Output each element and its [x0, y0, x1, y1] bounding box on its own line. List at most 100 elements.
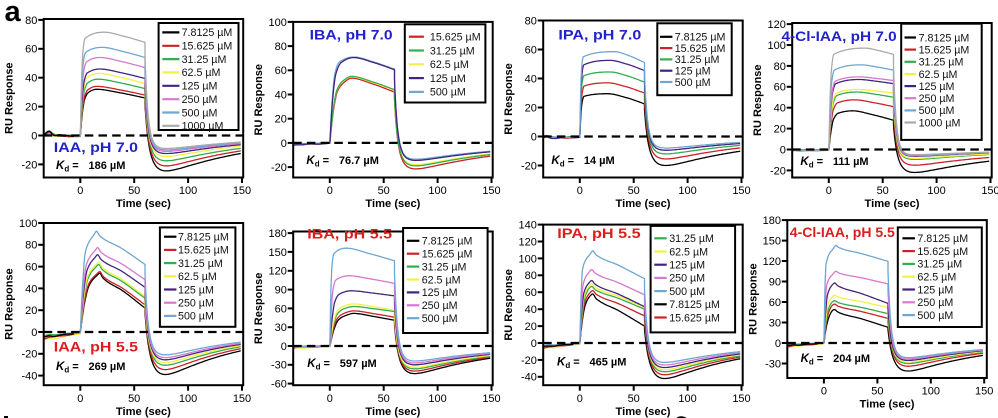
svg-text:-40: -40	[21, 371, 37, 383]
svg-text:IAA, pH 5.5: IAA, pH 5.5	[54, 339, 138, 355]
svg-text:20: 20	[275, 114, 287, 126]
svg-text:IPA, pH 5.5: IPA, pH 5.5	[557, 225, 641, 241]
svg-text:31.25 µM: 31.25 µM	[675, 54, 720, 66]
svg-text:62.5 µM: 62.5 µM	[182, 67, 221, 79]
svg-text:50: 50	[628, 393, 640, 405]
svg-text:50: 50	[128, 393, 140, 405]
svg-text:b: b	[2, 412, 20, 418]
svg-text:50: 50	[378, 185, 390, 197]
svg-text:62.5 µM: 62.5 µM	[178, 271, 217, 283]
svg-text:15.625 µM: 15.625 µM	[430, 32, 481, 44]
svg-text:125 µM: 125 µM	[182, 81, 218, 93]
svg-text:80: 80	[25, 240, 37, 252]
svg-text:150: 150	[763, 236, 781, 248]
svg-text:0: 0	[281, 138, 287, 150]
svg-text:60: 60	[25, 44, 37, 56]
svg-text:40: 40	[25, 73, 37, 85]
svg-text:90: 90	[769, 276, 781, 288]
svg-text:31.25 µM: 31.25 µM	[182, 54, 227, 66]
svg-text:IAA, pH 7.0: IAA, pH 7.0	[54, 139, 138, 155]
svg-text:31.25 µM: 31.25 µM	[919, 57, 964, 69]
svg-text:250 µM: 250 µM	[182, 94, 218, 106]
svg-text:500 µM: 500 µM	[917, 310, 953, 322]
svg-text:180: 180	[763, 215, 781, 227]
svg-text:60: 60	[525, 44, 537, 56]
svg-text:15.625 µM: 15.625 µM	[182, 41, 233, 53]
svg-text:80: 80	[275, 41, 287, 53]
svg-text:180: 180	[269, 228, 287, 240]
svg-text:IBA, pH 5.5: IBA, pH 5.5	[307, 226, 392, 242]
svg-text:0: 0	[780, 144, 786, 156]
svg-text:250 µM: 250 µM	[669, 273, 705, 285]
svg-text:0: 0	[327, 393, 333, 405]
svg-text:-20: -20	[521, 160, 537, 172]
svg-text:-40: -40	[521, 372, 537, 384]
svg-text:500 µM: 500 µM	[675, 77, 711, 89]
svg-text:62.5 µM: 62.5 µM	[430, 59, 469, 71]
svg-text:20: 20	[774, 124, 786, 136]
svg-text:62.5 µM: 62.5 µM	[669, 246, 708, 258]
svg-text:60: 60	[275, 65, 287, 77]
svg-text:40: 40	[525, 73, 537, 85]
svg-text:7.8125 µM: 7.8125 µM	[182, 27, 233, 39]
svg-text:0: 0	[826, 185, 832, 197]
svg-text:100: 100	[179, 393, 197, 405]
svg-text:120: 120	[519, 236, 537, 248]
svg-text:0: 0	[281, 341, 287, 353]
svg-text:100: 100	[519, 253, 537, 265]
svg-text:Kd=204 µM: Kd = 204 µM	[801, 353, 870, 367]
svg-text:100: 100	[678, 185, 696, 197]
svg-text:150: 150	[975, 386, 993, 398]
svg-text:100: 100	[179, 185, 197, 197]
svg-text:120: 120	[269, 266, 287, 278]
svg-text:125 µM: 125 µM	[430, 73, 466, 85]
svg-text:500 µM: 500 µM	[919, 105, 955, 117]
svg-text:-20: -20	[271, 162, 287, 174]
svg-text:250 µM: 250 µM	[422, 300, 458, 312]
svg-text:125 µM: 125 µM	[422, 287, 458, 299]
svg-text:15.625 µM: 15.625 µM	[917, 246, 968, 258]
svg-text:30: 30	[275, 322, 287, 334]
svg-text:40: 40	[525, 304, 537, 316]
svg-text:-30: -30	[765, 358, 781, 370]
svg-text:RU Response: RU Response	[253, 64, 265, 136]
svg-text:Time (sec): Time (sec)	[616, 406, 671, 418]
svg-text:60: 60	[275, 303, 287, 315]
svg-text:40: 40	[774, 103, 786, 115]
svg-text:Kd=111 µM: Kd = 111 µM	[800, 156, 868, 170]
svg-text:-20: -20	[21, 349, 37, 361]
svg-text:c: c	[673, 407, 689, 418]
svg-text:150: 150	[482, 393, 500, 405]
svg-text:31.25 µM: 31.25 µM	[669, 233, 714, 245]
svg-text:100: 100	[428, 185, 446, 197]
svg-text:1000 µM: 1000 µM	[182, 121, 224, 133]
svg-text:30: 30	[769, 317, 781, 329]
svg-text:Time (sec): Time (sec)	[365, 198, 420, 210]
svg-text:RU Response: RU Response	[4, 62, 16, 134]
svg-text:80: 80	[525, 15, 537, 27]
svg-text:31.25 µM: 31.25 µM	[430, 45, 475, 57]
svg-text:Kd=76.7 µM: Kd = 76.7 µM	[306, 155, 378, 169]
svg-text:RU Response: RU Response	[253, 273, 265, 345]
svg-text:100: 100	[768, 40, 786, 52]
svg-text:4-Cl-IAA, pH 7.0: 4-Cl-IAA, pH 7.0	[782, 28, 897, 44]
svg-text:125 µM: 125 µM	[675, 66, 711, 78]
svg-text:150: 150	[482, 185, 500, 197]
svg-text:50: 50	[871, 386, 883, 398]
svg-text:15.625 µM: 15.625 µM	[422, 249, 473, 261]
svg-text:IBA, pH 7.0: IBA, pH 7.0	[310, 27, 393, 43]
svg-text:62.5 µM: 62.5 µM	[422, 274, 461, 286]
svg-text:Kd=597 µM: Kd = 597 µM	[307, 358, 376, 372]
svg-text:Time (sec): Time (sec)	[116, 406, 171, 418]
svg-text:0: 0	[821, 386, 827, 398]
svg-text:62.5 µM: 62.5 µM	[919, 69, 958, 81]
svg-text:Kd=269 µM: Kd = 269 µM	[56, 361, 125, 375]
svg-text:-30: -30	[271, 360, 287, 372]
svg-text:120: 120	[768, 19, 786, 31]
svg-text:125 µM: 125 µM	[178, 284, 214, 296]
svg-text:20: 20	[25, 102, 37, 114]
svg-text:4-Cl-IAA, pH 5.5: 4-Cl-IAA, pH 5.5	[790, 224, 895, 240]
svg-text:50: 50	[128, 185, 140, 197]
svg-text:RU Response: RU Response	[752, 64, 764, 136]
svg-text:7.8125 µM: 7.8125 µM	[675, 32, 726, 44]
